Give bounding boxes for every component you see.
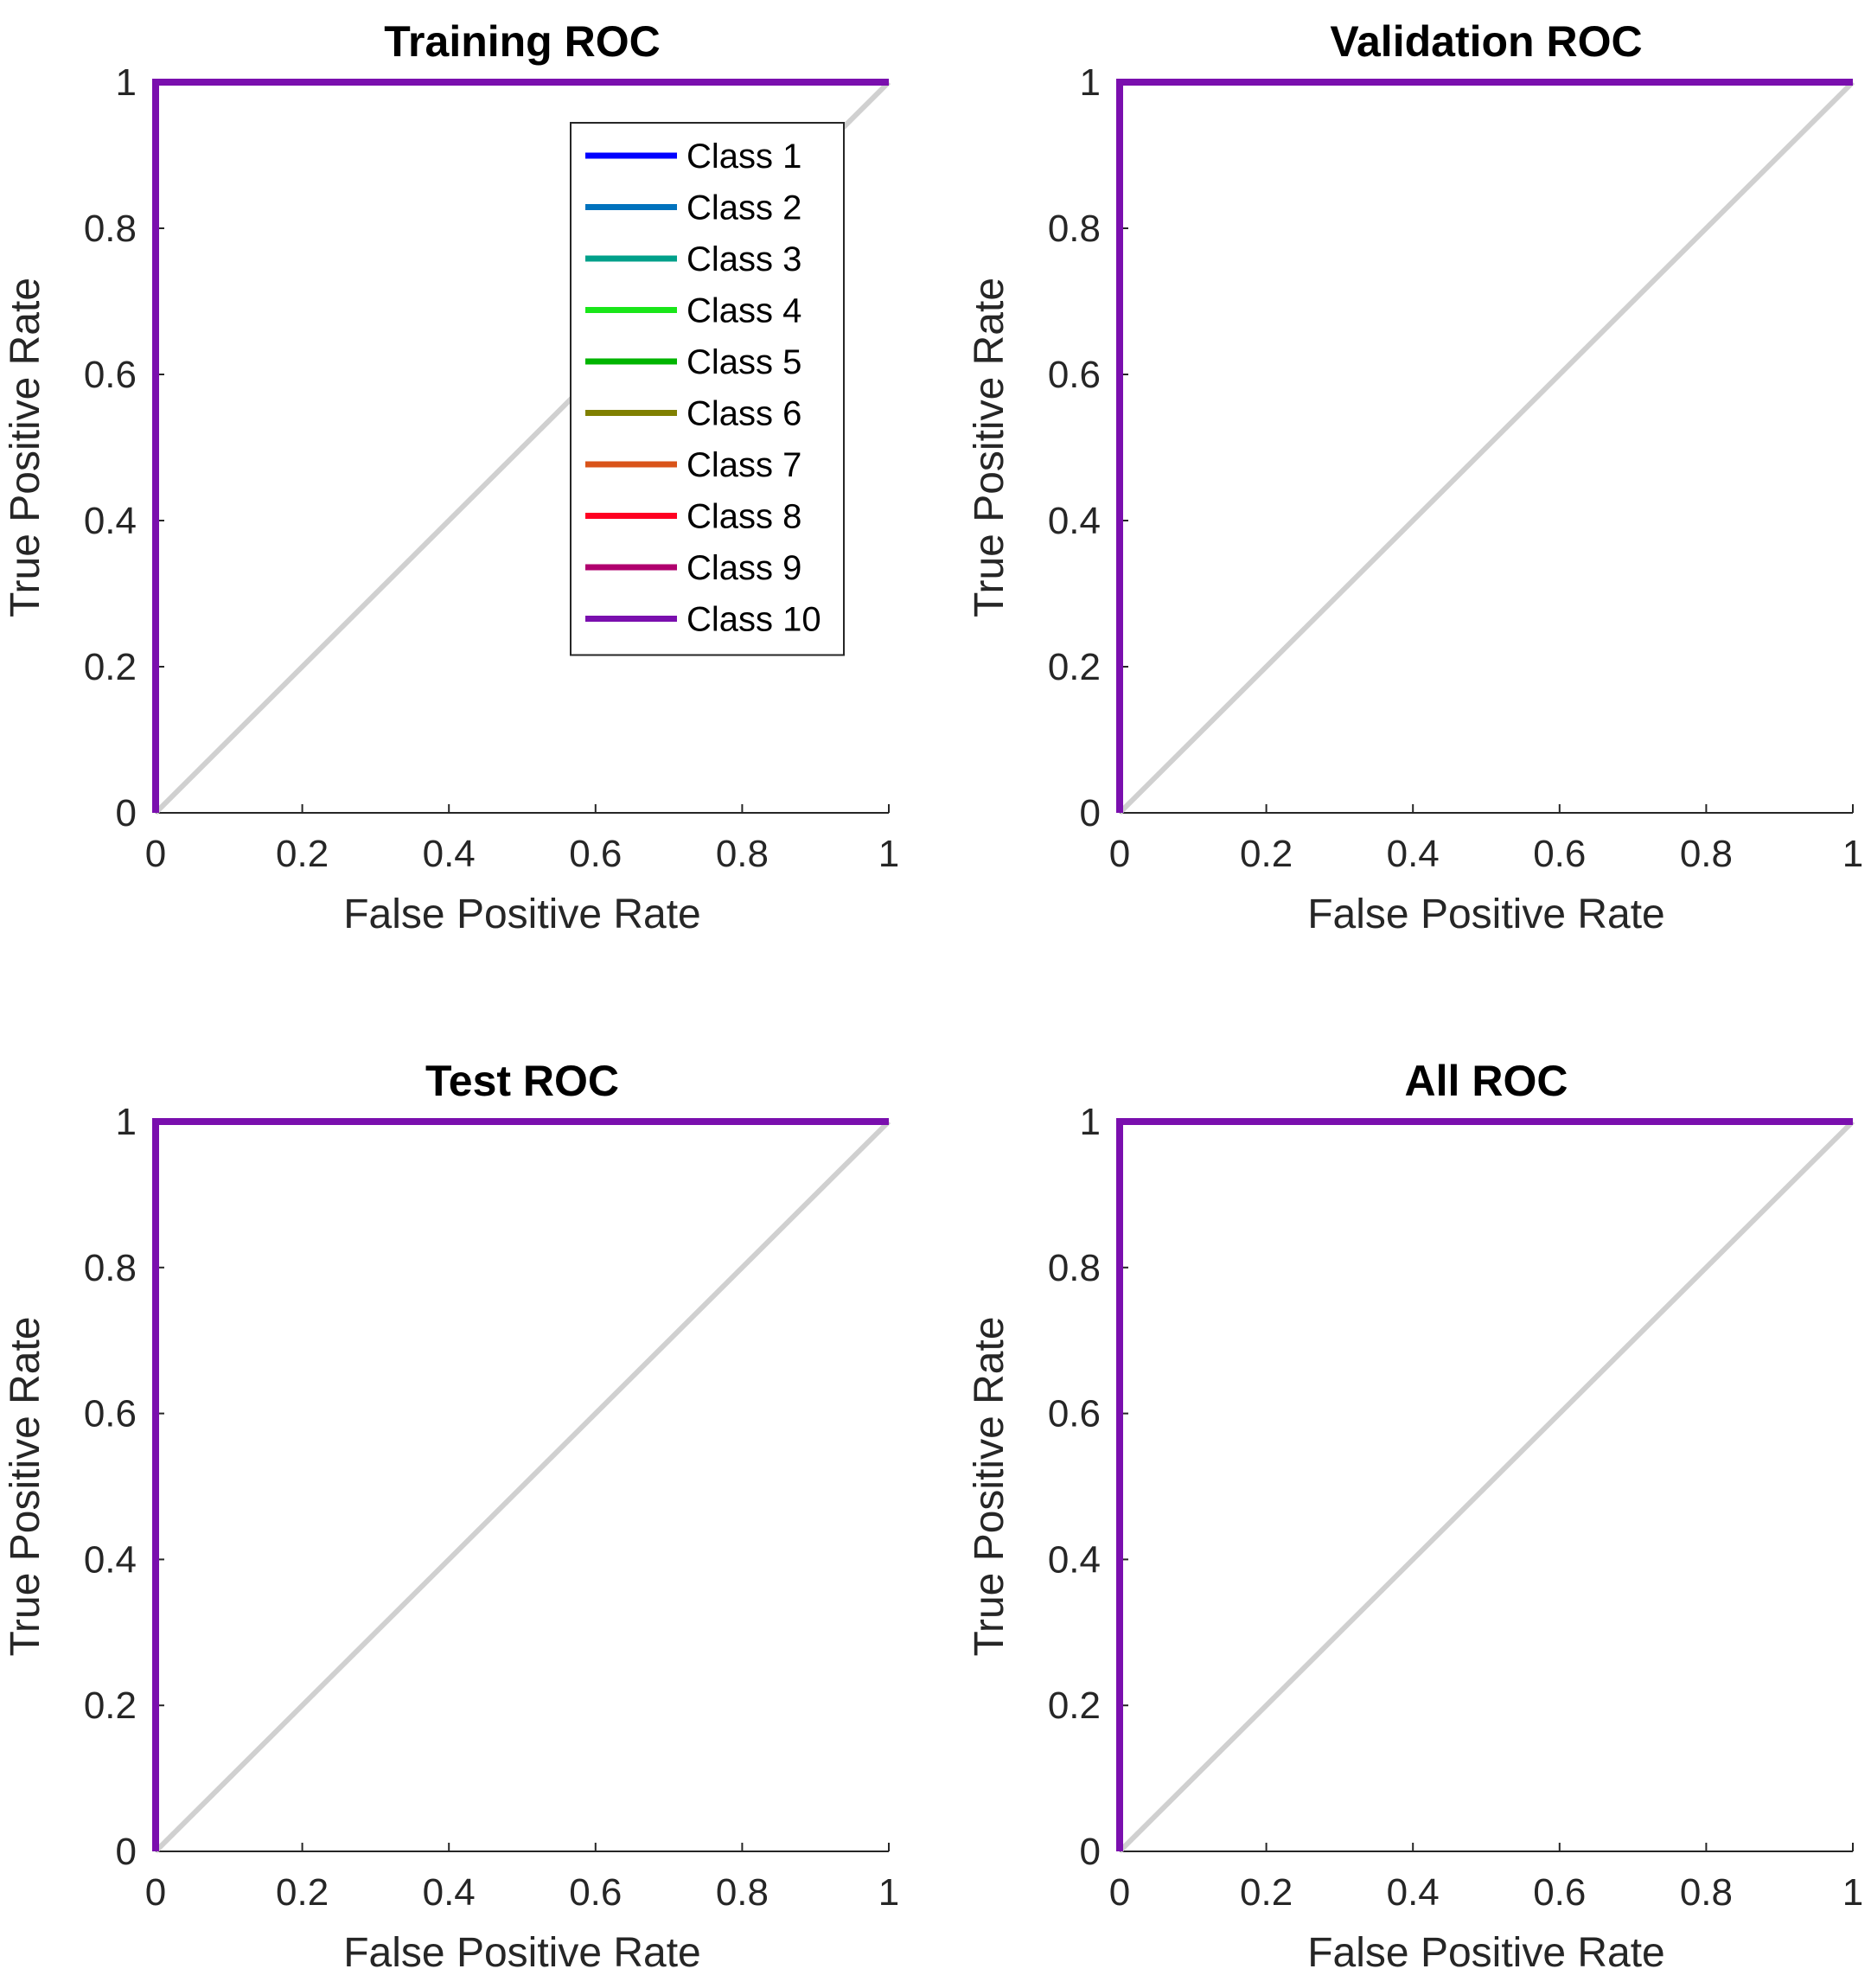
roc-panel-4: All ROC 0 0.2 0.4 0.6 0.8 1 0 0.2 0.4 0.6 0.8 1 False… [967,1057,1863,1976]
x-tick-label: 0 [145,1871,166,1914]
x-tick-label: 1 [878,833,899,875]
legend-label: Class 9 [686,549,801,587]
chart-title: Validation ROC [1330,17,1642,66]
roc-curve-class-10 [152,1118,889,1851]
y-tick-label: 0.8 [1048,1247,1101,1289]
y-tick-label: 0.8 [84,208,137,250]
x-tick-label: 0.4 [423,833,476,875]
legend-label: Class 8 [686,498,801,536]
y-tick-label: 0 [116,792,137,834]
roc-panel-2: Validation ROC 0 0.2 0.4 0.6 0.8 1 0 0.2 0.4 0.6 0.… [967,17,1863,937]
y-axis-label: True Positive Rate [3,1316,48,1656]
x-tick-label: 1 [1842,1871,1863,1914]
x-tick-label: 0.6 [1533,833,1586,875]
y-tick-label: 0.2 [1048,1684,1101,1727]
y-tick-label: 0.2 [84,646,137,688]
roc-curve-class-10 [152,79,889,813]
chance-diagonal-line [1117,80,1855,815]
y-tick-label: 0.6 [1048,354,1101,396]
x-tick-label: 0.6 [569,833,622,875]
y-tick-label: 0 [1080,1831,1101,1873]
x-tick-label: 0.2 [1240,833,1293,875]
y-axis-label: True Positive Rate [967,1316,1012,1656]
x-tick-label: 1 [1842,833,1863,875]
x-tick-label: 0 [1109,833,1130,875]
legend-label: Class 6 [686,395,801,433]
x-tick-label: 0.2 [276,833,329,875]
roc-curve-class-10 [1116,1118,1853,1851]
x-tick-label: 0.8 [716,833,769,875]
y-tick-label: 0.2 [1048,646,1101,688]
x-tick-label: 0.8 [1680,1871,1733,1914]
y-tick-label: 0.6 [84,354,137,396]
chart-title: Test ROC [425,1057,619,1105]
y-tick-label: 1 [116,61,137,104]
y-tick-label: 0 [1080,792,1101,834]
chart-title: Training ROC [384,17,660,66]
y-tick-label: 0.4 [1048,1538,1101,1581]
x-tick-label: 0.8 [1680,833,1733,875]
legend-label: Class 10 [686,601,821,639]
x-tick-label: 0.4 [1387,1871,1440,1914]
x-tick-label: 0.6 [1533,1871,1586,1914]
x-tick-label: 0.4 [1387,833,1440,875]
y-tick-label: 0 [116,1831,137,1873]
chance-diagonal-line [1117,1119,1855,1854]
x-tick-label: 0.2 [276,1871,329,1914]
x-tick-label: 0 [1109,1871,1130,1914]
legend-label: Class 2 [686,189,801,227]
y-tick-label: 0.4 [84,500,137,542]
y-tick-label: 1 [1080,61,1101,104]
y-axis-label: True Positive Rate [3,278,48,617]
chance-diagonal-line [153,1119,891,1854]
legend-label: Class 7 [686,446,801,484]
y-tick-label: 1 [116,1101,137,1143]
roc-panel-1: Training ROC 0 0.2 0.4 0.6 0.8 1 0 0.2 0.4 0.6 0.8 1… [3,17,899,937]
x-axis-label: False Positive Rate [343,1930,701,1976]
y-axis-label: True Positive Rate [967,278,1012,617]
legend-label: Class 3 [686,240,801,278]
y-tick-label: 0.6 [84,1393,137,1435]
legend-label: Class 5 [686,343,801,381]
x-axis-label: False Positive Rate [1307,892,1665,937]
roc-panel-3: Test ROC 0 0.2 0.4 0.6 0.8 1 0 0.2 0.4 0.6 0.8 1 Fals… [3,1057,899,1976]
y-tick-label: 0.6 [1048,1393,1101,1435]
x-tick-label: 0.6 [569,1871,622,1914]
y-tick-label: 0.4 [84,1538,137,1581]
y-tick-label: 0.2 [84,1684,137,1727]
chart-title: All ROC [1405,1057,1568,1105]
x-axis-label: False Positive Rate [1307,1930,1665,1976]
y-tick-label: 0.8 [84,1247,137,1289]
legend-label: Class 4 [686,292,801,330]
y-tick-label: 0.8 [1048,208,1101,250]
x-tick-label: 1 [878,1871,899,1914]
roc-curve-class-10 [1116,79,1853,813]
legend-label: Class 1 [686,137,801,176]
y-tick-label: 0.4 [1048,500,1101,542]
x-tick-label: 0.2 [1240,1871,1293,1914]
legend: Class 1 Class 2 Class 3 Class 4 Class 5 Class… [570,122,845,656]
x-tick-label: 0.8 [716,1871,769,1914]
y-tick-label: 1 [1080,1101,1101,1143]
x-tick-label: 0 [145,833,166,875]
x-axis-label: False Positive Rate [343,892,701,937]
x-tick-label: 0.4 [423,1871,476,1914]
